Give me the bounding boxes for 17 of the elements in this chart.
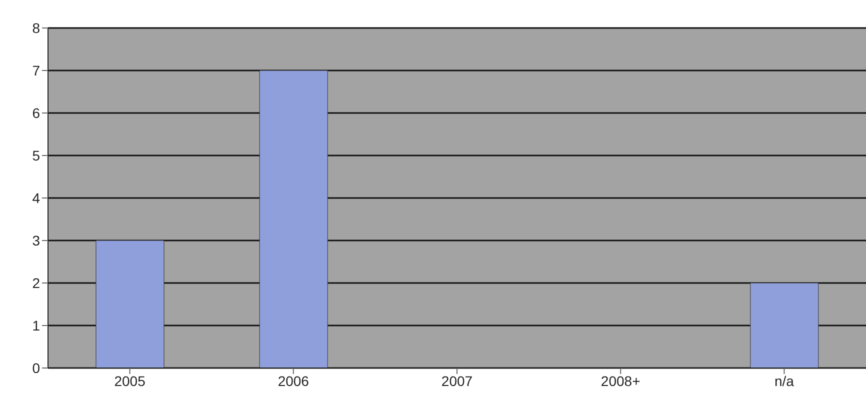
y-tick-label: 2: [32, 274, 40, 291]
y-tick-label: 7: [32, 62, 40, 78]
y-tick-label: 3: [32, 232, 40, 248]
x-tick-label: 2005: [114, 372, 146, 389]
y-tick-label: 5: [32, 147, 40, 164]
x-tick-label: n/a: [774, 372, 794, 389]
bar: [96, 240, 164, 368]
y-tick-label: 0: [32, 360, 40, 376]
bar: [259, 70, 328, 368]
bar: [750, 282, 819, 368]
y-tick-label: 1: [32, 317, 40, 334]
y-tick-label: 6: [32, 104, 40, 121]
x-tick-label: 2008+: [600, 372, 640, 389]
x-tick-label: 2006: [278, 372, 310, 389]
y-tick-label: 4: [32, 190, 40, 206]
y-tick-label: 8: [32, 20, 40, 36]
x-tick-label: 2007: [441, 372, 473, 389]
